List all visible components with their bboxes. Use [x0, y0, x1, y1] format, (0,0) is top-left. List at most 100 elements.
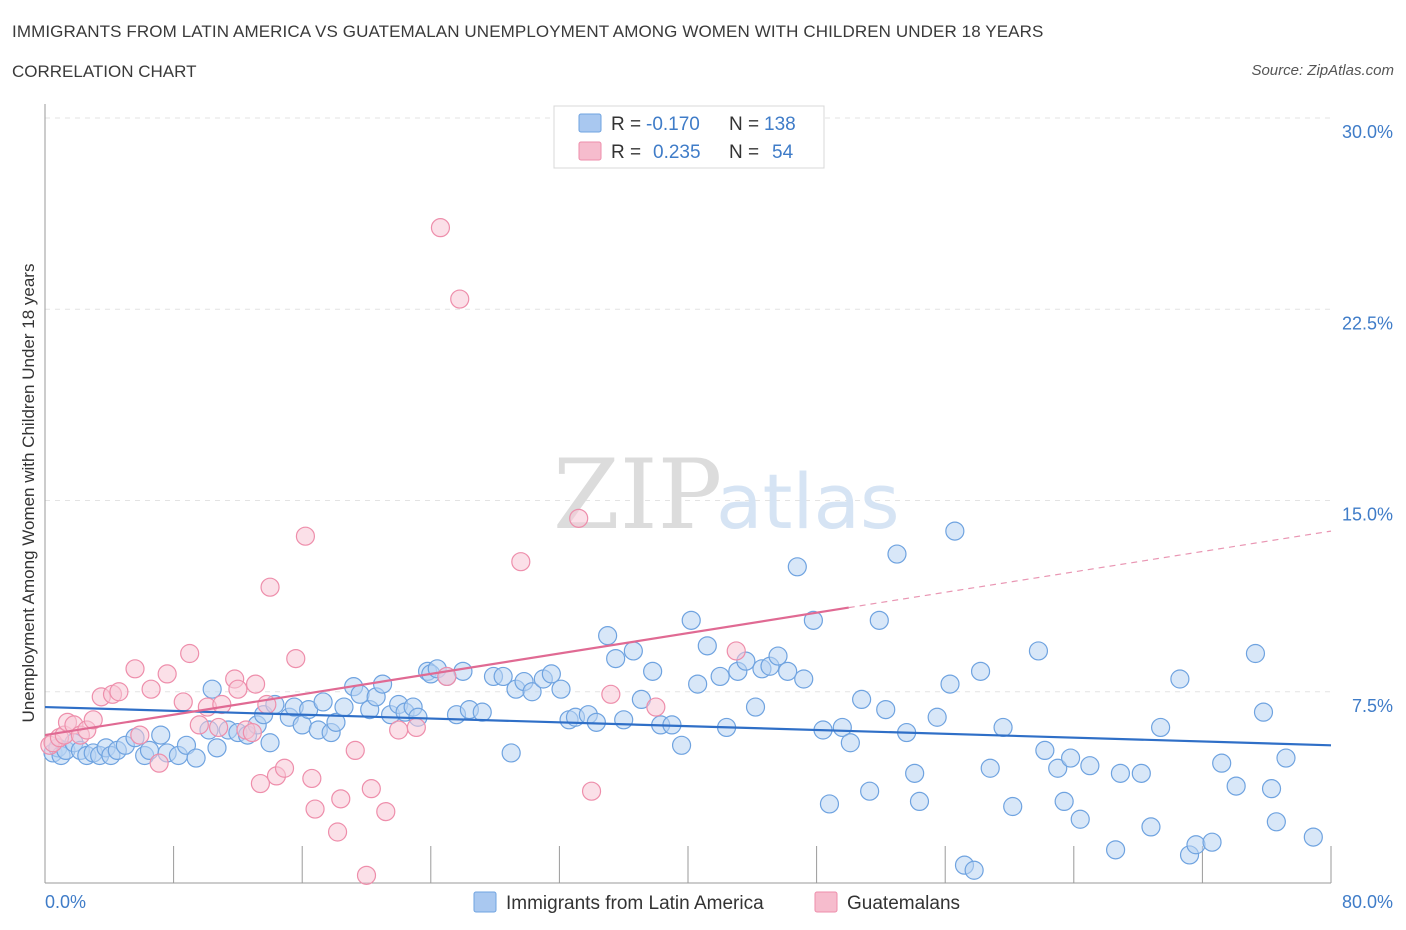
- point-immigrants: [1048, 758, 1068, 778]
- point-immigrants: [1070, 809, 1090, 829]
- point-immigrants: [1060, 748, 1081, 768]
- x-tick-label: 0.0%: [45, 892, 86, 912]
- point-guatemalans: [141, 679, 161, 699]
- point-guatemalans: [125, 659, 145, 679]
- bottom-legend-label-pink: Guatemalans: [847, 893, 960, 914]
- point-guatemalans: [646, 697, 666, 717]
- point-guatemalans: [180, 643, 200, 664]
- point-immigrants: [745, 697, 766, 717]
- point-immigrants: [787, 557, 807, 577]
- trend-line-guatemalans-extension: [848, 530, 1332, 609]
- grid-lines: [45, 117, 1331, 693]
- point-immigrants: [326, 712, 346, 732]
- legend-n-value-pink: 54: [772, 142, 794, 163]
- point-immigrants: [1276, 748, 1296, 768]
- chart-subtitle: CORRELATION CHART: [12, 62, 197, 81]
- point-immigrants: [606, 648, 626, 669]
- point-immigrants: [1080, 756, 1100, 776]
- point-immigrants: [202, 679, 222, 699]
- point-guatemalans: [450, 289, 470, 309]
- point-immigrants: [1266, 812, 1286, 832]
- point-guatemalans: [327, 822, 348, 842]
- point-immigrants: [1151, 717, 1171, 738]
- y-tick-label: 7.5%: [1352, 696, 1393, 716]
- point-guatemalans: [569, 508, 589, 528]
- point-immigrants: [207, 738, 227, 758]
- point-immigrants: [1105, 840, 1126, 860]
- point-immigrants: [671, 735, 692, 755]
- point-immigrants: [876, 699, 896, 720]
- point-immigrants: [493, 666, 513, 687]
- point-guatemalans: [242, 722, 262, 743]
- bottom-legend: Immigrants from Latin America Guatemalan…: [473, 891, 960, 914]
- point-immigrants: [1131, 763, 1151, 783]
- legend-r-label-pink: R =: [611, 142, 641, 163]
- point-immigrants: [768, 646, 788, 666]
- series-pink-points: [40, 218, 746, 885]
- bottom-legend-swatch-blue: [473, 891, 497, 913]
- point-guatemalans: [345, 740, 365, 761]
- point-immigrants: [819, 794, 840, 814]
- point-guatemalans: [157, 664, 177, 684]
- point-immigrants: [860, 781, 880, 801]
- point-immigrants: [794, 669, 814, 689]
- point-immigrants: [551, 679, 571, 699]
- point-immigrants: [887, 544, 907, 564]
- point-immigrants: [151, 725, 171, 745]
- legend-r-label-blue: R =: [611, 114, 641, 135]
- point-guatemalans: [511, 552, 531, 572]
- point-immigrants: [852, 689, 872, 710]
- point-guatemalans: [274, 758, 295, 778]
- point-immigrants: [970, 661, 991, 681]
- point-immigrants: [260, 733, 280, 753]
- series-blue-points: [43, 521, 1323, 880]
- point-immigrants: [186, 748, 206, 768]
- point-immigrants: [869, 610, 889, 630]
- point-immigrants: [623, 641, 643, 661]
- point-immigrants: [778, 661, 798, 681]
- bottom-legend-swatch-pink: [814, 891, 838, 913]
- legend-n-label-pink: N =: [729, 142, 759, 163]
- watermark: ZIP atlas: [553, 439, 900, 551]
- point-immigrants: [1226, 776, 1246, 796]
- point-guatemalans: [286, 648, 306, 669]
- chart-title: IMMIGRANTS FROM LATIN AMERICA VS GUATEMA…: [12, 22, 1044, 41]
- point-guatemalans: [302, 768, 322, 789]
- point-immigrants: [1202, 832, 1222, 852]
- point-immigrants: [945, 521, 965, 541]
- point-immigrants: [927, 707, 947, 727]
- point-immigrants: [372, 674, 393, 694]
- source-label: Source: ZipAtlas.com: [1251, 62, 1394, 79]
- point-immigrants: [453, 661, 473, 681]
- legend-n-value-blue: 138: [764, 114, 796, 135]
- point-immigrants: [614, 710, 634, 730]
- point-immigrants: [905, 763, 925, 783]
- trend-lines: [44, 530, 1332, 747]
- point-immigrants: [598, 626, 618, 646]
- point-immigrants: [501, 743, 521, 763]
- point-guatemalans: [295, 526, 316, 546]
- point-guatemalans: [406, 717, 426, 738]
- x-tick-labels: 0.0% 80.0%: [45, 892, 1393, 912]
- legend-n-label-blue: N =: [729, 114, 759, 135]
- point-immigrants: [334, 697, 354, 717]
- watermark-zip: ZIP: [553, 439, 722, 551]
- point-guatemalans: [305, 799, 325, 819]
- point-immigrants: [688, 674, 708, 694]
- point-immigrants: [1141, 817, 1161, 837]
- point-immigrants: [1110, 763, 1131, 783]
- point-immigrants: [176, 735, 197, 755]
- legend-swatch-pink: [578, 141, 602, 161]
- point-guatemalans: [109, 682, 129, 702]
- point-immigrants: [1003, 796, 1023, 817]
- point-immigrants: [1212, 753, 1232, 773]
- point-guatemalans: [245, 674, 266, 694]
- point-immigrants: [1261, 779, 1282, 799]
- point-guatemalans: [209, 717, 229, 738]
- point-guatemalans: [250, 773, 271, 794]
- point-guatemalans: [389, 720, 409, 740]
- trend-line-immigrants: [44, 705, 1332, 747]
- point-immigrants: [472, 702, 492, 722]
- point-immigrants: [350, 684, 370, 704]
